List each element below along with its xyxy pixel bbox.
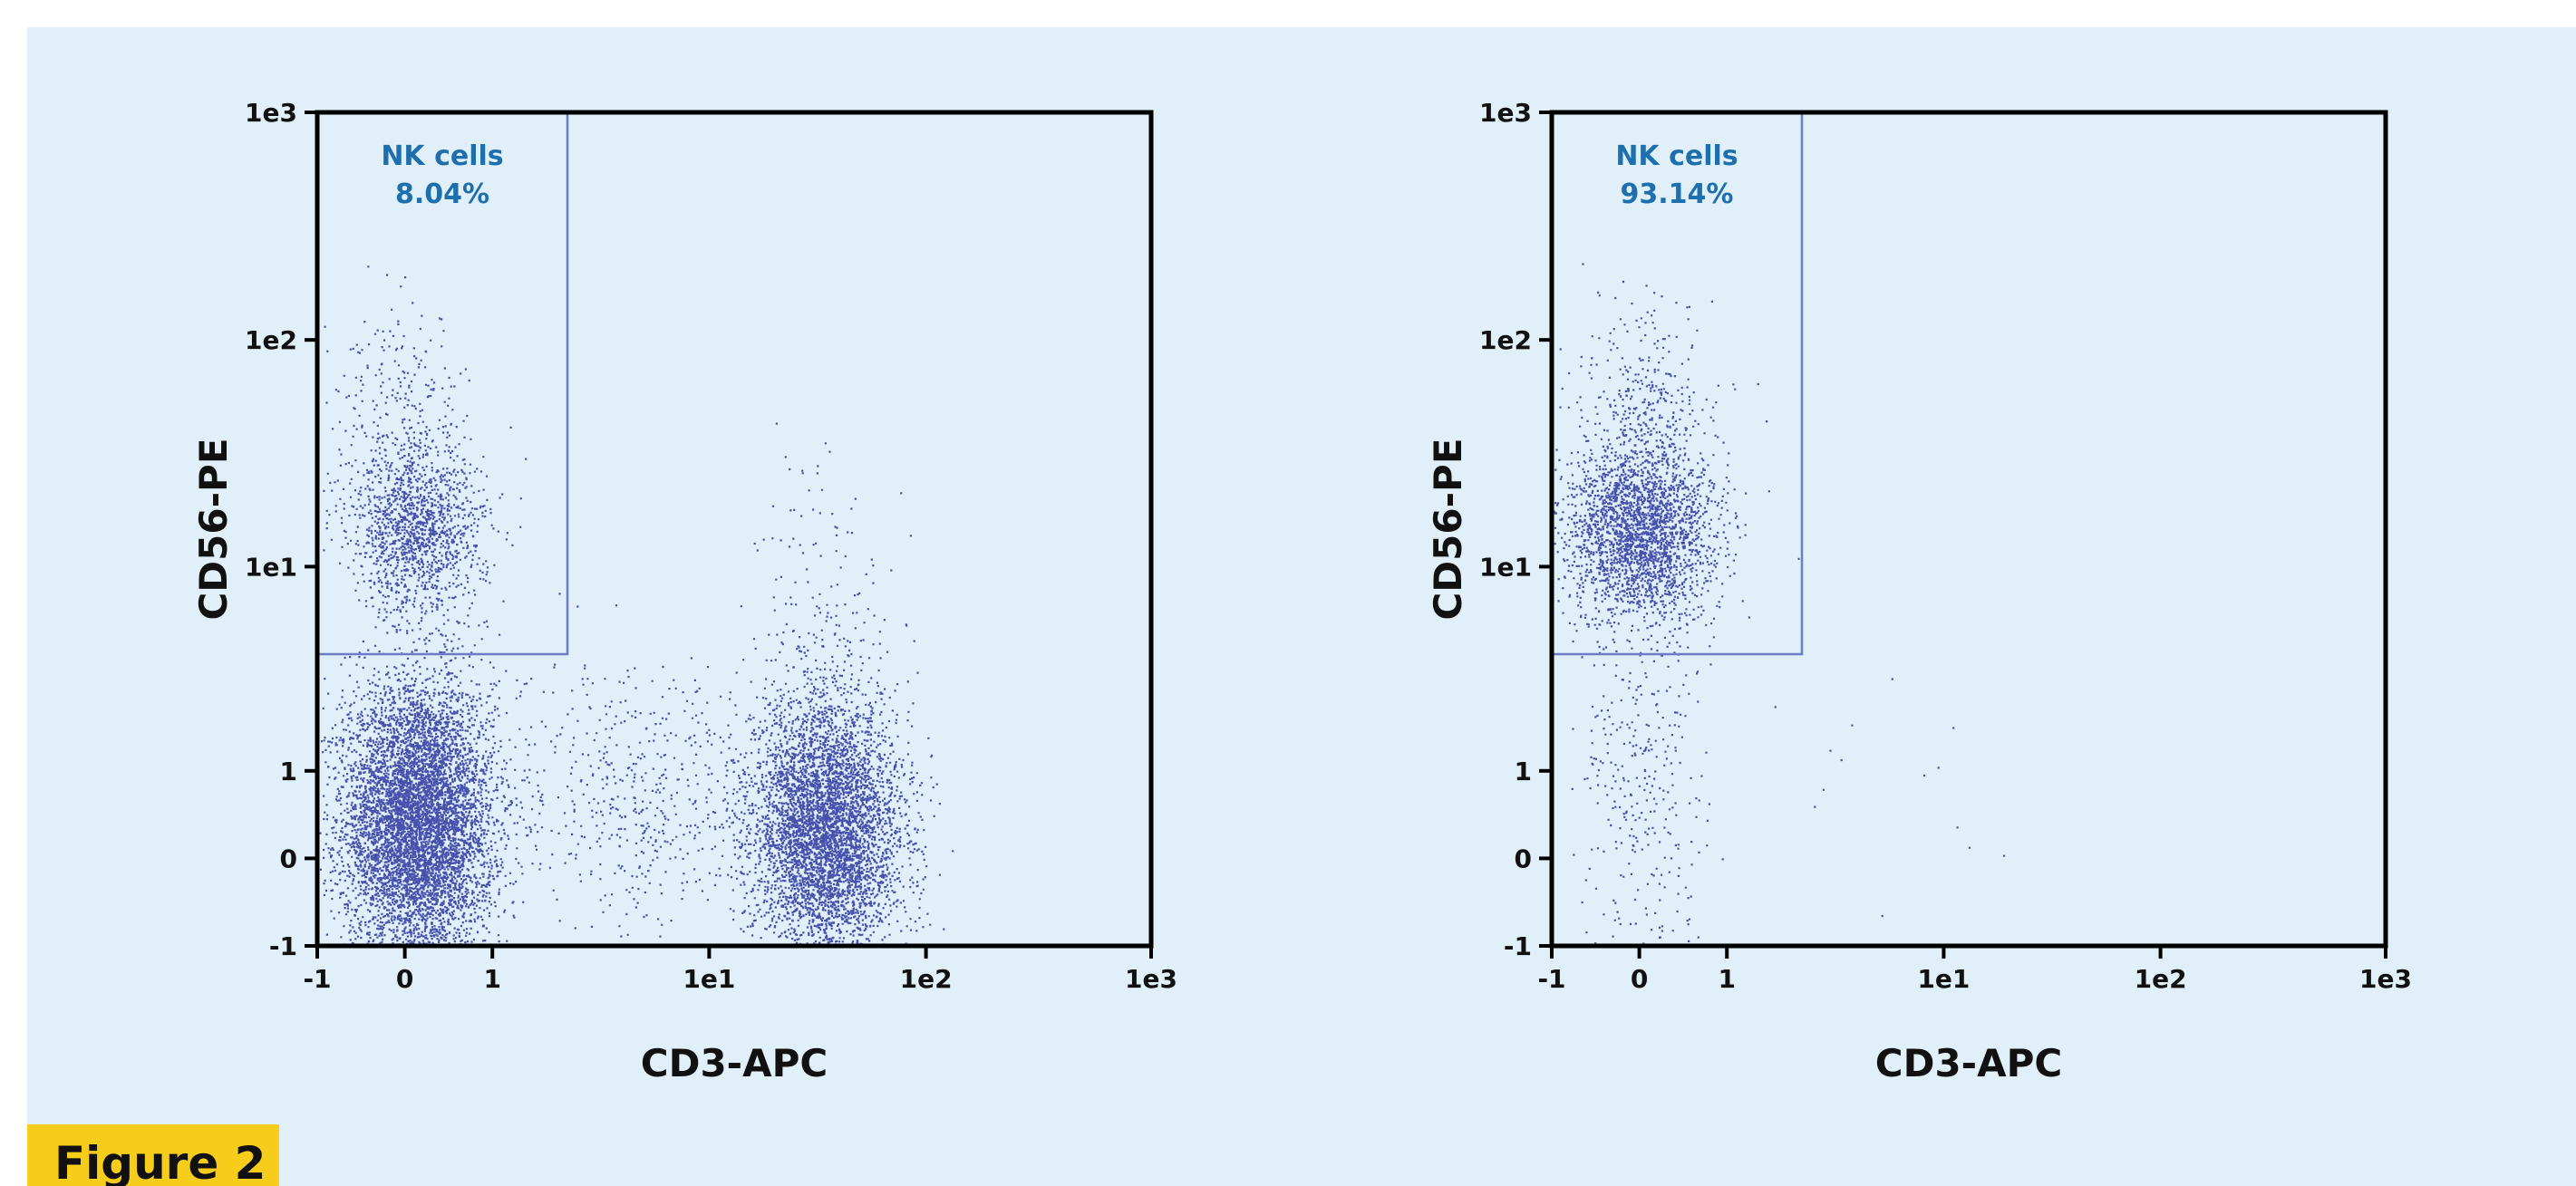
y-tick-label: 1e3 [1479,98,1532,128]
gate-percent-label-2: 93.14% [1621,178,1734,210]
x-tick-label: -1 [303,964,331,994]
gate-percent-label-1: 8.04% [395,178,489,210]
x-tick-label: 1e2 [900,964,953,994]
y-tick-label: 1e1 [1479,552,1532,582]
y-tick-label: 1e2 [1479,325,1532,355]
x-tick-label: 1e1 [1917,964,1970,994]
event-cloud-2 [1554,263,2006,945]
x-tick-label: -1 [1537,964,1565,994]
y-tick-label: 1 [1515,757,1532,786]
y-axis-title-1: CD56-PE [191,438,236,620]
x-tick-label: 1e1 [683,964,735,994]
y-tick-label: 1e3 [245,98,297,128]
y-tick-label: 1e2 [245,325,297,355]
x-axis-title-2: CD3-APC [1875,1041,2062,1085]
figure-label-text: Figure 2 [54,1137,266,1186]
x-tick-label: 1 [1718,964,1735,994]
x-axis-title-1: CD3-APC [641,1041,828,1085]
y-tick-label: 1e1 [245,552,297,582]
y-tick-label: 0 [1515,844,1532,873]
event-dots-2 [1554,263,2006,945]
figure-panel: NK cells 8.04% -1 0 1 1e1 1e2 1e3 -1 0 1 1e1 1e2 1e3 C… [27,27,2576,1186]
axes-layer: NK cells 8.04% -1 0 1 1e1 1e2 1e3 -1 0 1 1e1 1e2 1e3 C… [191,98,2412,1085]
gate-name-label-2: NK cells [1615,140,1738,172]
x-tick-label: 1e3 [1125,964,1177,994]
x-tick-label: 1e3 [2359,964,2412,994]
y-axis-title-2: CD56-PE [1426,438,1470,620]
y-tick-label: -1 [269,931,297,961]
x-tick-label: 1e2 [2135,964,2187,994]
x-tick-label: 0 [396,964,413,994]
event-cloud-1 [319,265,954,947]
y-tick-label: -1 [1504,931,1532,961]
event-dots-1 [319,265,954,947]
event-dots-layer [319,263,2006,947]
flow-cytometry-plots: NK cells 8.04% -1 0 1 1e1 1e2 1e3 -1 0 1 1e1 1e2 1e3 C… [191,98,2412,1085]
y-tick-label: 0 [280,844,297,873]
gate-name-label-1: NK cells [381,140,503,172]
plot-frame-1 [315,110,1154,949]
plot-frame-2 [1549,110,2388,949]
x-tick-label: 1 [483,964,500,994]
figure-label-badge: Figure 2 [27,1124,279,1186]
y-tick-label: 1 [280,757,297,786]
x-tick-label: 0 [1631,964,1648,994]
